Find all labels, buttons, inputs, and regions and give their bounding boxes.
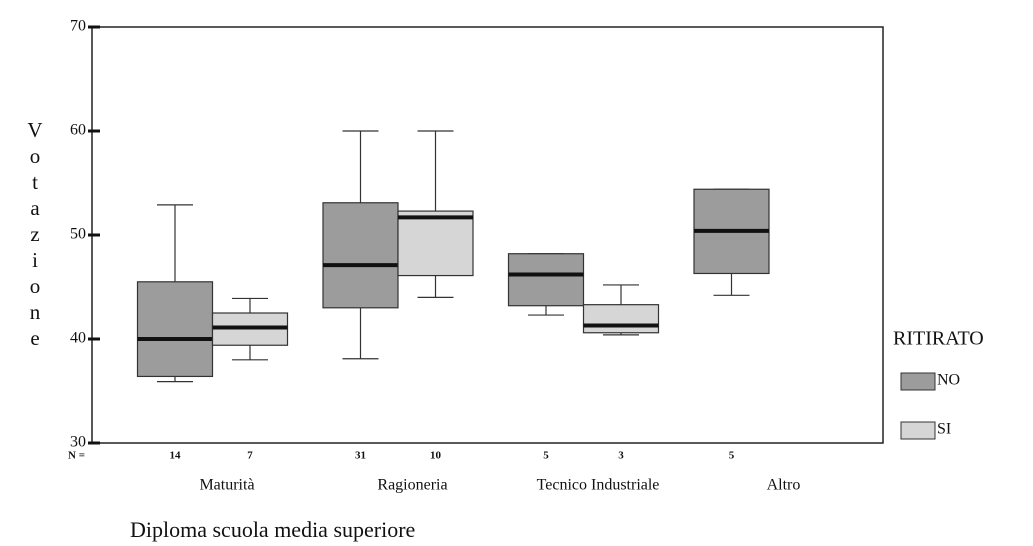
x-axis-label: Diploma scuola media superiore — [130, 517, 415, 542]
n-count: 5 — [543, 450, 549, 462]
x-tick-label: Altro — [767, 477, 801, 494]
y-tick-label: 50 — [70, 226, 86, 243]
box — [397, 210, 474, 277]
legend-title: RITIRATO — [893, 328, 984, 350]
y-tick-label: 70 — [70, 18, 86, 35]
n-label: N = — [68, 450, 85, 462]
n-count: 14 — [170, 450, 182, 462]
n-count: 5 — [729, 450, 735, 462]
y-axis-label: Votazione — [23, 118, 47, 352]
x-tick-label: Tecnico Industriale — [537, 477, 660, 494]
n-count: 3 — [618, 450, 624, 462]
n-count: 10 — [430, 450, 442, 462]
legend-swatch — [900, 372, 936, 391]
n-count: 7 — [247, 450, 253, 462]
y-tick-label: 60 — [70, 122, 86, 139]
x-tick-label: Ragioneria — [377, 477, 447, 494]
box — [136, 281, 214, 378]
box — [507, 253, 585, 307]
y-tick-label: 40 — [70, 330, 86, 347]
box — [582, 304, 660, 334]
x-tick-label: Maturità — [199, 477, 254, 494]
legend-swatch — [900, 421, 936, 440]
legend-label: NO — [937, 372, 960, 389]
n-count: 31 — [355, 450, 366, 462]
y-tick-label: 30 — [70, 434, 86, 451]
legend-label: SI — [937, 421, 951, 438]
box — [322, 202, 399, 309]
